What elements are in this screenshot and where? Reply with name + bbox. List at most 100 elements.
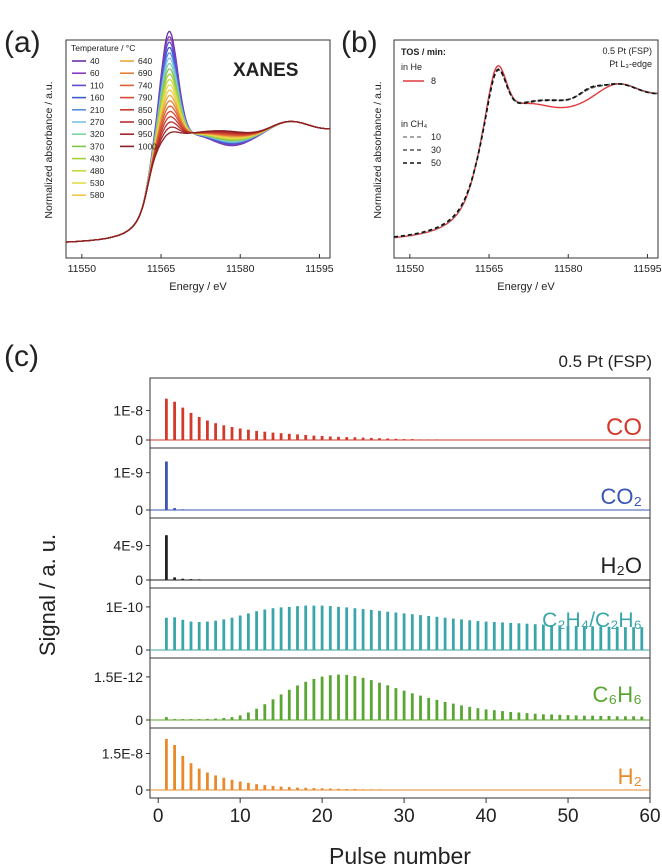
panel-c-pulse-bar	[484, 709, 488, 720]
panel-c-pulse-bar	[263, 704, 267, 720]
panel-c-pulse-bar	[583, 509, 586, 511]
panel-c-pulse-bar	[214, 718, 217, 720]
panel-a-series-line	[65, 73, 330, 243]
panel-b-curves	[393, 64, 659, 239]
panel-c-pulse-bar	[369, 437, 373, 440]
panel-c-pulse-bar	[640, 439, 644, 441]
panel-c-pulse-bar	[427, 616, 431, 650]
panel-b-ylabel: Normalized absorbance / a.u.	[372, 81, 384, 218]
panel-c-pulse-bar	[222, 718, 226, 720]
panel-c-pulse-bar	[476, 579, 480, 581]
panel-b-frame	[393, 39, 659, 259]
panel-c-pulse-bar	[574, 625, 578, 650]
panel-c-pulse-bar	[230, 779, 234, 790]
panel-a-legend-label: 110	[90, 80, 104, 90]
panel-c-pulse-bar	[624, 509, 627, 511]
panel-c-pulse-bar	[599, 716, 603, 720]
panel-c-pulse-bar	[435, 699, 439, 720]
panel-c-pulse-bar	[435, 579, 439, 581]
panel-c-row-frame	[149, 727, 651, 799]
panel-a-legend-label: 530	[90, 178, 104, 188]
panel-c-pulse-bar	[222, 579, 226, 581]
panel-c-pulse-bar	[550, 579, 553, 581]
panel-c-pulse-bar	[345, 674, 349, 720]
panel-c-y-zero-label: 0	[135, 502, 143, 518]
panel-c-y-tick-label: 1E-9	[113, 465, 143, 481]
panel-a-x-tick-label: 11550	[68, 263, 97, 275]
panel-c-pulse-bar	[542, 789, 545, 791]
panel-b-annotation-sample: 0.5 Pt (FSP)	[602, 46, 652, 56]
panel-c-y-zero-label: 0	[135, 642, 143, 658]
panel-c-pulse-bar	[287, 606, 291, 650]
panel-c-pulse-bar	[206, 718, 209, 720]
panel-c-pulse-bar	[271, 509, 275, 511]
panel-c-pulse-bar	[468, 620, 472, 650]
panel-c-pulse-bar	[181, 509, 185, 510]
panel-c-pulse-bar	[640, 509, 644, 511]
panel-c-pulse-bar	[230, 717, 234, 720]
panel-c-pulse-bar	[542, 579, 545, 581]
panel-c-pulse-bar	[312, 788, 316, 790]
panel-c: (c) 0.5 Pt (FSP) 1E-8 0 CO 1E-9 0 CO₂ 4E-9 0 H₂O…	[4, 340, 661, 866]
panel-c-species-label: C₆H₆	[592, 682, 642, 707]
panel-c-pulse-bar	[287, 579, 291, 581]
panel-c-pulse-bar	[509, 622, 513, 650]
panel-c-pulse-bar	[492, 509, 496, 511]
panel-c-pulse-bar	[558, 509, 562, 511]
panel-c-pulse-bar	[378, 682, 381, 720]
panel-c-pulse-bar	[353, 509, 357, 511]
panel-c-x-tick-label: 60	[639, 806, 660, 827]
panel-c-pulse-bar	[189, 412, 193, 440]
panel-a-series-line	[65, 78, 330, 243]
panel-a-xlabel: Energy / eV	[169, 281, 227, 293]
panel-c-pulse-bar	[230, 509, 234, 511]
panel-c-pulse-bar	[214, 620, 217, 650]
panel-c-pulse-bar	[607, 716, 611, 720]
panel-c-pulse-bar	[287, 787, 291, 790]
panel-c-pulse-bar	[583, 715, 586, 720]
panel-c-pulse-bar	[615, 439, 619, 441]
panel-a-series-line	[65, 52, 330, 243]
panel-c-pulse-bar	[419, 579, 422, 581]
panel-c-pulse-bar	[566, 439, 570, 441]
panel-c-pulse-bar	[296, 509, 299, 511]
panel-c-row: 1.5E-8 0 H₂	[102, 727, 651, 799]
panel-c-pulse-bar	[255, 579, 258, 581]
panel-c-pulse-bar	[214, 579, 217, 581]
panel-c-pulse-bar	[451, 703, 455, 720]
panel-c-pulse-bar	[189, 719, 193, 720]
panel-b-series-line	[393, 68, 659, 238]
panel-c-pulse-bar	[181, 755, 185, 790]
panel-c-pulse-bar	[320, 605, 324, 650]
panel-c-pulse-bar	[533, 713, 537, 720]
panel-c-pulse-bar	[304, 605, 308, 650]
panel-c-pulse-bar	[624, 579, 627, 581]
panel-c-pulse-bar	[468, 439, 472, 441]
panel-c-pulse-bar	[386, 509, 390, 511]
panel-c-pulse-bar	[460, 789, 463, 791]
panel-c-x-tick-label: 30	[394, 806, 415, 827]
panel-a-legend-label: 850	[138, 105, 152, 115]
panel-c-pulse-bar	[591, 789, 594, 791]
panel-c-pulse-bar	[337, 579, 340, 581]
panel-c-species-label: C₂H₄/C₂H₆	[542, 609, 642, 632]
panel-c-pulse-bar	[206, 772, 209, 790]
panel-c-pulse-bar	[574, 789, 578, 791]
panel-c-pulse-bar	[632, 509, 635, 511]
panel-c-pulse-bar	[427, 509, 431, 511]
panel-c-pulse-bar	[402, 690, 406, 720]
panel-c-pulse-bar	[615, 789, 619, 791]
panel-c-pulse-bar	[435, 509, 439, 511]
panel-a-series-line	[65, 120, 330, 243]
panel-c-pulse-bar	[615, 716, 619, 720]
panel-b-x-tick-label: 11595	[633, 263, 662, 275]
panel-c-pulse-bar	[583, 626, 586, 650]
panel-c-pulse-bar	[427, 697, 431, 720]
panel-a-series-line	[65, 105, 330, 243]
panel-c-pulse-bar	[263, 509, 267, 511]
panel-c-pulse-bar	[525, 509, 529, 511]
panel-c-pulse-bar	[378, 610, 381, 650]
panel-c-y-tick-label: 1E-10	[106, 599, 144, 615]
panel-c-pulse-bar	[238, 428, 242, 440]
